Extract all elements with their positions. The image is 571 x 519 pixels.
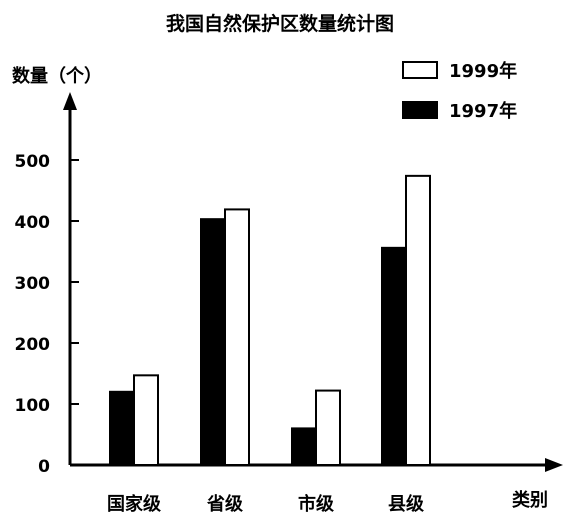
bar-white-1 bbox=[224, 208, 250, 466]
bar-black-0 bbox=[109, 390, 135, 466]
x-axis-arrow bbox=[545, 458, 563, 472]
y-tick-label: 0 bbox=[38, 457, 50, 477]
bar-white-3 bbox=[405, 174, 431, 467]
category-label: 市级 bbox=[298, 493, 335, 515]
bar-white-2 bbox=[315, 389, 341, 466]
bar-black-2 bbox=[291, 427, 317, 466]
y-tick-label: 500 bbox=[15, 152, 51, 172]
y-tick-label: 300 bbox=[15, 274, 51, 294]
y-tick-label: 100 bbox=[15, 396, 51, 416]
legend-swatch bbox=[402, 61, 438, 79]
bar-black-3 bbox=[381, 246, 407, 466]
bar-white-0 bbox=[133, 374, 159, 466]
bar-black-1 bbox=[200, 218, 226, 466]
chart-title: 我国自然保护区数量统计图 bbox=[166, 12, 394, 35]
x-axis-label: 类别 bbox=[512, 489, 548, 511]
legend-label: 1999年 bbox=[449, 60, 517, 82]
legend-swatch bbox=[402, 101, 438, 119]
y-axis-label: 数量（个） bbox=[12, 65, 102, 87]
y-tick-label: 400 bbox=[15, 213, 51, 233]
y-axis-arrow bbox=[63, 92, 77, 110]
category-label: 国家级 bbox=[107, 493, 162, 515]
category-label: 县级 bbox=[388, 493, 425, 515]
category-label: 省级 bbox=[206, 493, 244, 515]
legend-label: 1997年 bbox=[449, 100, 517, 122]
y-tick-label: 200 bbox=[15, 335, 51, 355]
